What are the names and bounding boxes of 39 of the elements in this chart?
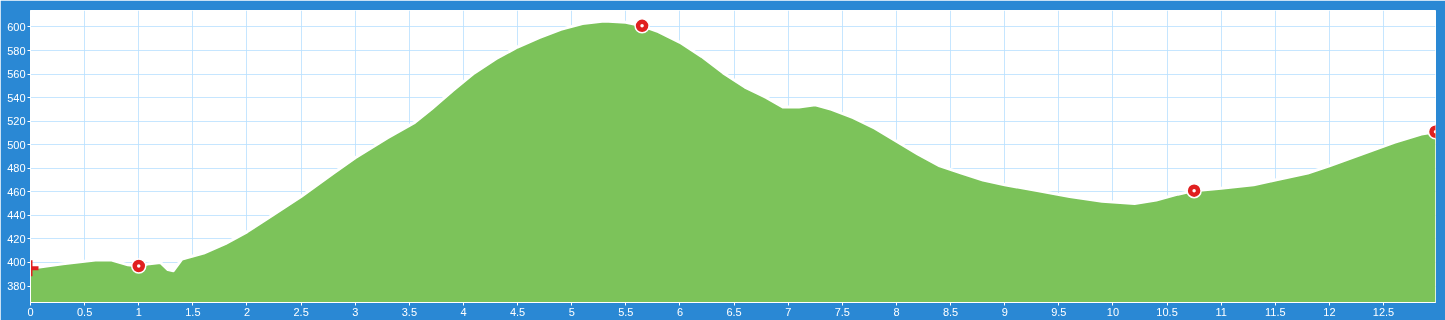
x-tick-label: 1.5 <box>185 305 201 318</box>
x-tick-label: 2 <box>243 305 251 318</box>
x-tick-label: 12 <box>1323 305 1336 318</box>
y-tick-label: 520 <box>7 115 26 128</box>
x-tick-label: 4.5 <box>509 305 526 318</box>
y-tick-label: 440 <box>7 209 26 222</box>
x-tick-label: 4 <box>460 305 467 318</box>
point <box>634 18 650 34</box>
y-tick-label: 400 <box>7 256 26 269</box>
x-tick-label: 9 <box>1001 305 1008 318</box>
x-tick-label: 9.5 <box>1051 305 1067 318</box>
x-tick-label: 3 <box>352 305 359 318</box>
x-tick-label: 10.5 <box>1156 305 1178 318</box>
x-tick-label: 12.5 <box>1372 305 1395 318</box>
y-tick-label: 500 <box>7 138 26 151</box>
x-tick-label: 5.5 <box>618 305 634 318</box>
y-tick-label: 420 <box>7 232 26 245</box>
y-tick-label: 460 <box>7 185 26 198</box>
y-tick-label: 540 <box>7 91 26 104</box>
y-tick-label: 580 <box>7 44 26 57</box>
x-tick-label: 8 <box>893 305 900 318</box>
x-tick-label: 10 <box>1106 305 1120 318</box>
y-tick-label: 560 <box>7 68 26 81</box>
y-tick-label: 480 <box>7 162 26 175</box>
x-tick-label: 5 <box>568 305 575 318</box>
y-tick-label: 380 <box>7 280 26 293</box>
x-tick-label: 11.5 <box>1265 305 1286 318</box>
x-tick-label: 1 <box>135 305 142 318</box>
x-tick-label: 0 <box>27 305 34 318</box>
x-tick-label: 7.5 <box>834 305 850 318</box>
x-tick-label: 0.5 <box>76 305 93 318</box>
x-tick-label: 8.5 <box>942 305 959 318</box>
x-tick-label: 6 <box>676 305 684 318</box>
x-tick-label: 6.5 <box>726 305 742 318</box>
x-tick-label: 7 <box>785 305 792 318</box>
y-tick-label: 600 <box>7 20 26 33</box>
x-tick-label: 3.5 <box>401 305 417 318</box>
x-tick-label: 2.5 <box>293 305 309 318</box>
x-tick-label: 11 <box>1215 305 1227 318</box>
